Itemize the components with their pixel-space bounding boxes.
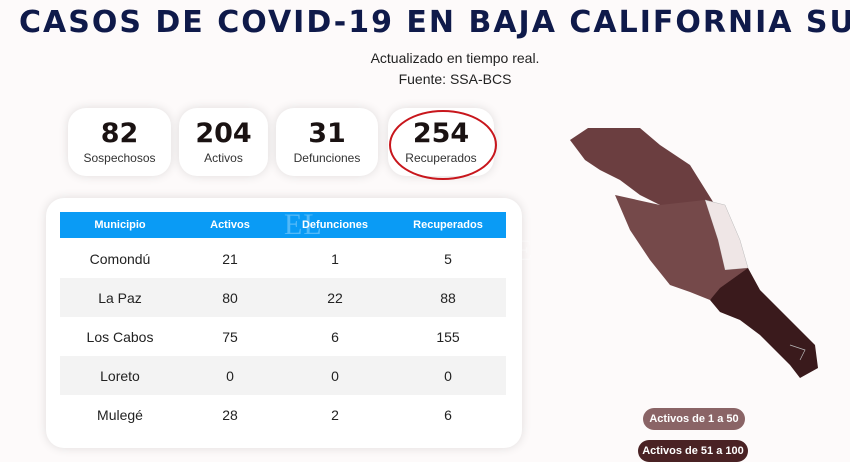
table-row: La Paz 80 22 88 (60, 278, 506, 317)
table-cell: 6 (331, 328, 339, 345)
table-cell: Comondú (89, 250, 151, 267)
table-cell: 0 (331, 367, 339, 384)
source-note: Fuente: SSA-BCS (398, 71, 512, 87)
table-cell: 5 (444, 250, 452, 267)
header-defunciones: Defunciones (301, 219, 368, 231)
stat-activos: 204 Activos (179, 108, 268, 176)
map-la-paz (615, 195, 748, 300)
map-los-cabos (710, 268, 818, 378)
header-municipio: Municipio (94, 219, 146, 231)
table-cell: 88 (440, 289, 456, 306)
table-row: Loreto 0 0 0 (60, 356, 506, 395)
table-cell: 28 (222, 406, 238, 423)
municipality-table: Municipio Activos Defunciones Recuperado… (46, 198, 533, 448)
page-title: CASOS DE COVID-19 EN BAJA CALIFORNIA SUR (19, 5, 850, 40)
table-cell: Mulegé (97, 406, 143, 423)
legend-1-50: Activos de 1 a 50 (643, 408, 745, 430)
header-activos: Activos (210, 219, 250, 231)
table-cell: 22 (327, 289, 343, 306)
table-cell: La Paz (98, 289, 142, 306)
table-cell: 1 (331, 250, 339, 267)
table-cell: 2 (331, 406, 339, 423)
header-recuperados: Recuperados (413, 219, 483, 231)
watermark-logo: EL INDEPENDIENTE (284, 208, 534, 267)
table-cell: 155 (436, 328, 460, 345)
bcs-map (570, 128, 818, 378)
table-row: Comondú 21 1 5 (60, 239, 506, 278)
table-cell: Loreto (100, 367, 140, 384)
table-cell: 80 (222, 289, 238, 306)
highlight-circle (389, 110, 497, 180)
table-cell: 6 (444, 406, 452, 423)
stat-sospechosos: 82 Sospechosos (68, 108, 171, 176)
stat-defunciones: 31 Defunciones (276, 108, 378, 176)
table-cell: 0 (444, 367, 452, 384)
table-cell: Los Cabos (86, 328, 154, 345)
legend-51-100: Activos de 51 a 100 (638, 440, 748, 462)
table-cell: 75 (222, 328, 238, 345)
update-note: Actualizado en tiempo real. (370, 50, 540, 66)
table-cell: 0 (226, 367, 234, 384)
table-header: Municipio Activos Defunciones Recuperado… (60, 212, 506, 238)
table-row: Mulegé 28 2 6 (60, 395, 506, 434)
table-row: Los Cabos 75 6 155 (60, 317, 506, 356)
map-mulege (570, 128, 715, 210)
table-cell: 21 (222, 250, 238, 267)
